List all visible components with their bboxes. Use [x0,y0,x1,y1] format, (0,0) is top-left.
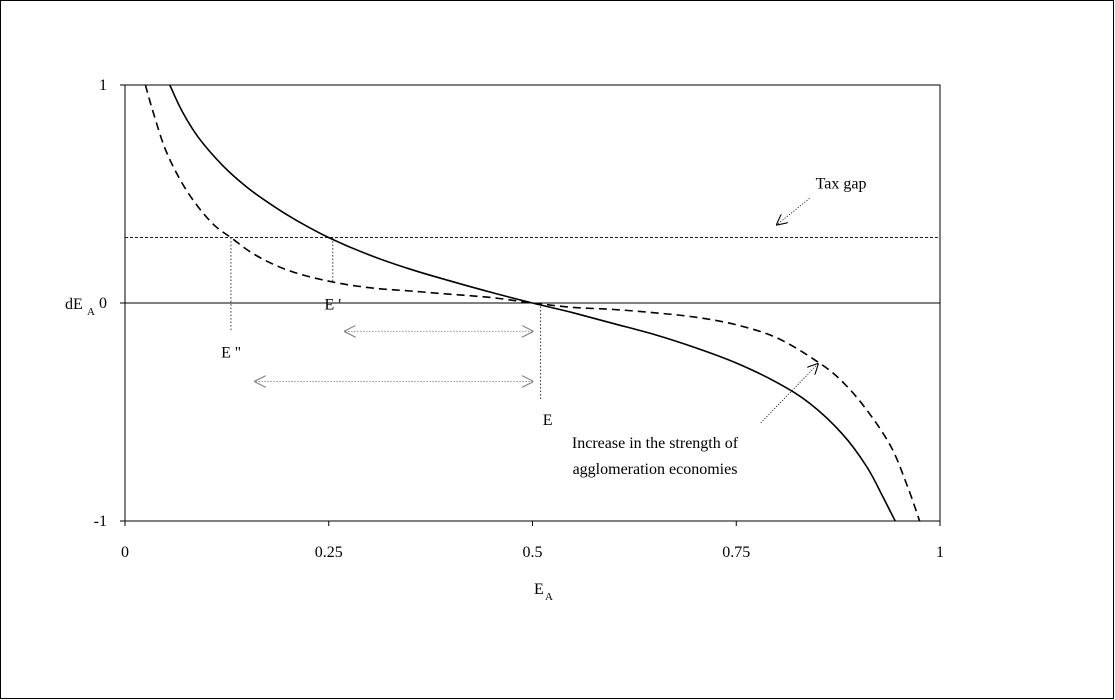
annotation-text-1-1: agglomeration economies [573,461,738,478]
chart-marks: 0 0.25 0.5 0.75 1 1 0 -1 E '' E ' E Tax gap Increase… [94,77,944,561]
point-label-2: E [543,412,553,429]
y-tick-label-2: -1 [94,513,107,530]
annotation-arrow-1 [760,364,818,424]
series-line-0 [169,84,896,522]
x-axis-label: E A [534,581,553,603]
y-axis-label-sub: A [87,306,95,318]
y-tick-label-1: 0 [99,295,107,312]
x-tick-label-2: 0.5 [523,544,543,561]
point-label-1: E ' [324,297,341,314]
series-line-1 [144,84,921,522]
x-axis-label-main: E [534,581,544,598]
x-tick-label-3: 0.75 [722,544,750,561]
y-axis-label-main: dE [65,296,83,313]
annotation-arrow-0 [777,198,810,224]
point-label-0: E '' [221,345,241,362]
x-tick-label-1: 0.25 [315,544,343,561]
x-axis-label-sub: A [545,591,553,603]
annotation-text-0-0: Tax gap [816,175,867,192]
x-tick-label-4: 1 [936,544,944,561]
y-tick-label-0: 1 [99,77,107,94]
y-axis-label: dE A [65,296,95,318]
annotation-text-1-0: Increase in the strength of [572,435,739,452]
x-tick-label-0: 0 [121,544,129,561]
